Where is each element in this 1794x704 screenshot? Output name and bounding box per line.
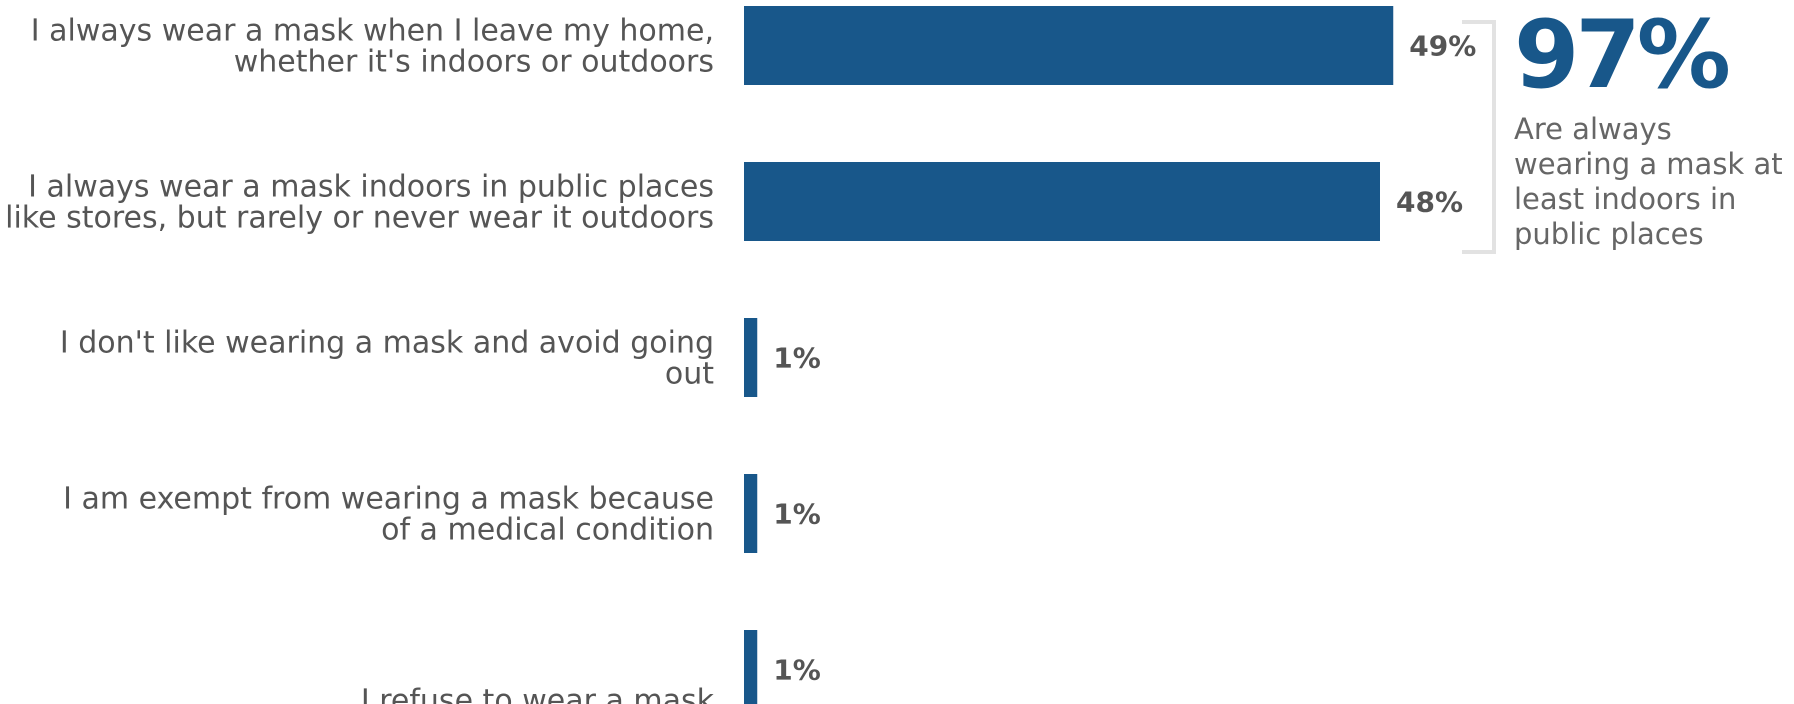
value-label: 48% — [1396, 186, 1463, 219]
bar — [744, 6, 1394, 85]
category-label: I always wear a mask when I leave my hom… — [31, 14, 714, 80]
callout-value: 97% — [1514, 1, 1731, 110]
category-label-line: I am exempt from wearing a mask because — [63, 482, 714, 517]
category-label-line: I always wear a mask indoors in public p… — [28, 170, 714, 205]
value-label: 1% — [773, 498, 821, 531]
callout: 97% Are always wearing a mask at least i… — [1514, 8, 1794, 252]
category-label-line: I don't like wearing a mask and avoid go… — [60, 326, 714, 361]
category-label: I don't like wearing a mask and avoid go… — [60, 326, 714, 392]
category-label-line: whether it's indoors or outdoors — [234, 45, 714, 80]
category-label: I am exempt from wearing a mask because o… — [63, 482, 714, 548]
category-label-line: I refuse to wear a mask — [361, 684, 715, 704]
category-label-line: I always wear a mask when I leave my hom… — [31, 14, 714, 49]
category-label: I refuse to wear a mask — [361, 684, 715, 704]
bar — [744, 630, 758, 704]
callout-bracket — [1462, 20, 1496, 254]
category-label-line: like stores, but rarely or never wear it… — [5, 201, 714, 236]
bar — [744, 162, 1380, 241]
value-labels: 49% 48% 1% 1% 1% — [773, 30, 1476, 687]
bar — [744, 474, 758, 553]
callout-text: Are always wearing a mask at least indoo… — [1514, 112, 1783, 251]
value-label: 49% — [1409, 30, 1476, 63]
category-labels: I always wear a mask when I leave my hom… — [5, 14, 715, 704]
bar — [744, 318, 758, 397]
category-label: I always wear a mask indoors in public p… — [5, 170, 714, 236]
value-label: 1% — [773, 654, 821, 687]
category-label-line: of a medical condition — [381, 513, 714, 548]
value-label: 1% — [773, 342, 821, 375]
bars — [744, 6, 1394, 704]
category-label-line: out — [665, 357, 714, 392]
